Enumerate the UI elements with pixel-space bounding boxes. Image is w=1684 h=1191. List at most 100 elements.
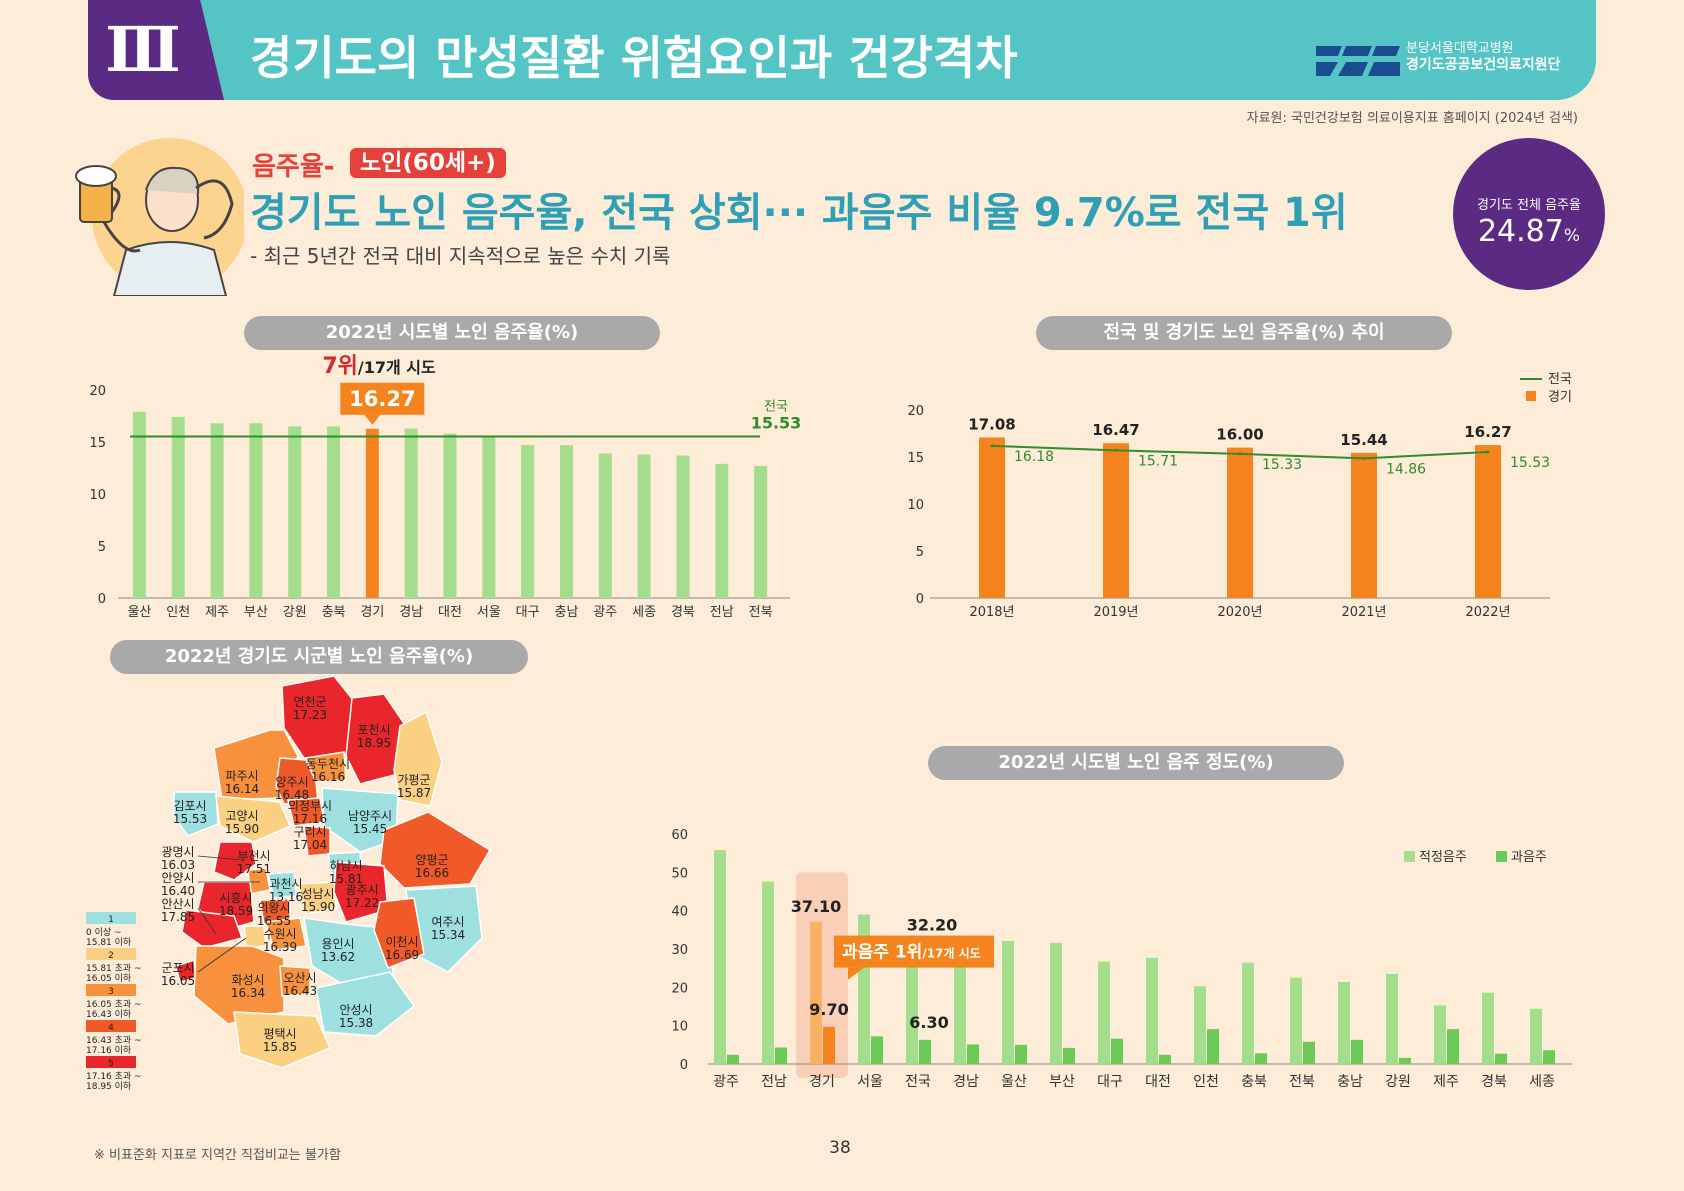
region-value: 16.55 — [257, 914, 291, 928]
national-value-label: 16.18 — [1014, 449, 1054, 465]
y-tick-label: 5 — [98, 540, 106, 555]
rank-text: 7위/17개 시도 — [322, 354, 436, 379]
leader-line — [197, 855, 243, 861]
x-tick-label: 경북 — [671, 605, 695, 620]
region-name: 부천시 — [237, 848, 270, 863]
x-tick-label: 2022년 — [1465, 605, 1510, 620]
callout-suffix: /17개 시도 — [922, 947, 980, 961]
region-과천시 — [267, 871, 297, 899]
bar-moderate-경기 — [810, 921, 822, 1064]
y-tick-label: 20 — [907, 404, 924, 419]
bar-인천 — [171, 417, 185, 598]
region-name: 용인시 — [321, 937, 354, 951]
region-name: 시흥시 — [219, 891, 252, 905]
region-name: 구리시 — [293, 825, 326, 839]
gyeonggi-value-label: 17.08 — [968, 415, 1015, 433]
legend-range-from: 17.16 초과 ~ — [86, 1071, 142, 1082]
region-value: 16.16 — [311, 770, 345, 784]
legend-heavy-label: 과음주 — [1511, 850, 1547, 865]
moderate-value-label: 37.10 — [791, 897, 842, 916]
x-tick-label: 대구 — [516, 605, 540, 620]
bar-heavy-울산 — [1015, 1044, 1027, 1064]
x-tick-label: 울산 — [1001, 1074, 1027, 1090]
y-tick-label: 10 — [672, 1020, 688, 1035]
subheadline: - 최근 5년간 전국 대비 지속적으로 높은 수치 기록 — [250, 244, 671, 268]
region-name: 화성시 — [231, 973, 264, 987]
x-tick-label: 전북 — [749, 605, 773, 620]
bar-충북 — [327, 426, 341, 598]
region-value: 16.39 — [263, 940, 297, 954]
x-tick-label: 강원 — [283, 605, 307, 620]
gyeonggi-value-label: 15.44 — [1340, 431, 1387, 449]
national-value-label: 14.86 — [1386, 461, 1426, 477]
region-name: 광주시 — [345, 883, 378, 897]
page-title: 경기도의 만성질환 위험요인과 건강격차 — [250, 31, 1018, 85]
x-tick-label: 경남 — [953, 1074, 979, 1090]
bar-moderate-대전 — [1146, 957, 1158, 1064]
elderly-drinking-illustration-icon — [75, 138, 244, 296]
x-tick-label: 세종 — [1529, 1074, 1555, 1090]
region-name: 안양시 — [161, 871, 194, 885]
national-value-label: 15.53 — [1510, 455, 1550, 471]
chart1-province-drinking-rate: 0 5 10 15 20 울산 인천 제주 부산 강원 충북 경기 경남 대전 서울 대구 충남 광주 세종 경북 전남… — [90, 354, 801, 620]
region-name: 평택시 — [263, 1027, 296, 1041]
region-value: 15.90 — [225, 822, 259, 836]
y-tick-label: 30 — [672, 943, 688, 958]
highlight-value: 16.27 — [349, 387, 415, 411]
region-name: 광명시 — [161, 845, 194, 859]
legend-range-to: 15.81 이하 — [86, 937, 132, 948]
region-name: 이천시 — [385, 934, 418, 949]
y-tick-label: 0 — [916, 592, 924, 607]
summary-number: 24.87 — [1477, 214, 1564, 249]
bar-강원 — [288, 426, 302, 598]
bar-세종 — [637, 454, 651, 598]
region-value: 15.45 — [353, 822, 387, 836]
bar-heavy-강원 — [1399, 1057, 1411, 1064]
region-value: 18.59 — [219, 904, 253, 918]
y-tick-label: 15 — [907, 451, 924, 466]
x-tick-label: 부산 — [1049, 1074, 1075, 1090]
bar-전남 — [715, 463, 729, 598]
region-남양주시 — [321, 787, 399, 853]
bar-moderate-강원 — [1386, 973, 1398, 1064]
legend-swatch-1 — [86, 912, 136, 924]
bar-moderate-충북 — [1242, 962, 1254, 1064]
x-tick-label: 광주 — [593, 605, 617, 620]
bar-heavy-경북 — [1495, 1053, 1507, 1064]
region-name: 안성시 — [339, 1003, 372, 1017]
bar-heavy-충북 — [1255, 1053, 1267, 1064]
x-tick-label: 전북 — [1289, 1074, 1315, 1090]
x-tick-label: 충남 — [1337, 1074, 1363, 1090]
bar-부산 — [249, 423, 263, 598]
x-tick-label: 대전 — [438, 605, 462, 620]
bar-moderate-전북 — [1290, 977, 1302, 1064]
region-부천시 — [213, 841, 257, 881]
bar-gyeonggi-2019년 — [1103, 443, 1129, 598]
legend-class: 4 — [108, 1023, 114, 1033]
bar-대구 — [521, 445, 535, 598]
logo-line2: 경기도공공보건의료지원단 — [1406, 57, 1561, 73]
legend-range-to: 16.05 이하 — [86, 973, 132, 984]
bar-moderate-경북 — [1482, 992, 1494, 1064]
region-value: 17.85 — [161, 910, 195, 924]
legend-range-from: 0 이상 ~ — [86, 927, 122, 938]
legend-gyeonggi-swatch — [1526, 391, 1536, 401]
bar-heavy-서울 — [871, 1036, 883, 1064]
age-group-badge: 노인(60세+) — [350, 148, 506, 178]
bar-heavy-대구 — [1111, 1038, 1123, 1064]
bar-울산 — [132, 411, 146, 598]
x-tick-label: 전남 — [710, 605, 734, 620]
bar-moderate-전국 — [906, 940, 918, 1064]
x-tick-label: 2019년 — [1093, 605, 1138, 620]
bar-대전 — [443, 433, 457, 598]
legend-heavy-swatch — [1496, 851, 1507, 862]
region-value: 17.22 — [345, 896, 379, 910]
national-value-label: 15.71 — [1138, 453, 1178, 469]
section-number: Ⅲ — [88, 0, 198, 100]
region-value: 15.53 — [173, 812, 207, 826]
national-point — [990, 444, 994, 448]
bar-경북 — [676, 455, 690, 598]
region-name: 오산시 — [283, 971, 316, 985]
x-tick-label: 인천 — [166, 605, 190, 620]
region-name: 남양주시 — [348, 809, 392, 823]
